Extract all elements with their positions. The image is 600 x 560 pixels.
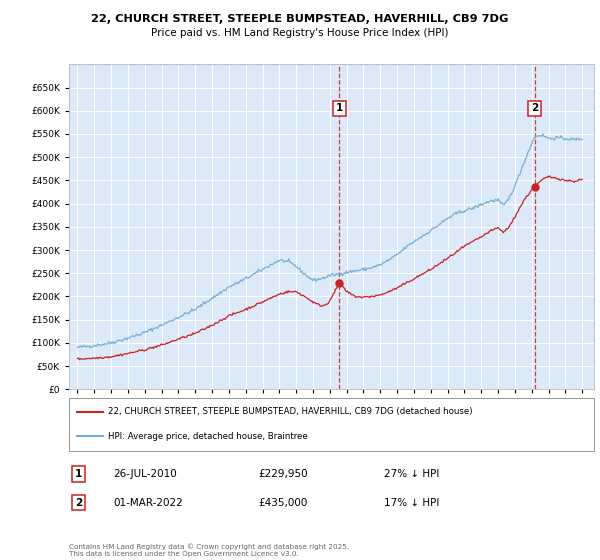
Text: 22, CHURCH STREET, STEEPLE BUMPSTEAD, HAVERHILL, CB9 7DG (detached house): 22, CHURCH STREET, STEEPLE BUMPSTEAD, HA… bbox=[109, 408, 473, 417]
Text: £435,000: £435,000 bbox=[258, 498, 307, 507]
Text: 26-JUL-2010: 26-JUL-2010 bbox=[113, 469, 178, 479]
Text: 27% ↓ HPI: 27% ↓ HPI bbox=[384, 469, 439, 479]
Text: Contains HM Land Registry data © Crown copyright and database right 2025.
This d: Contains HM Land Registry data © Crown c… bbox=[69, 543, 349, 557]
Text: HPI: Average price, detached house, Braintree: HPI: Average price, detached house, Brai… bbox=[109, 432, 308, 441]
Text: 22, CHURCH STREET, STEEPLE BUMPSTEAD, HAVERHILL, CB9 7DG: 22, CHURCH STREET, STEEPLE BUMPSTEAD, HA… bbox=[91, 14, 509, 24]
Text: 2: 2 bbox=[75, 498, 82, 507]
Text: 2: 2 bbox=[531, 104, 538, 114]
Text: Price paid vs. HM Land Registry's House Price Index (HPI): Price paid vs. HM Land Registry's House … bbox=[151, 28, 449, 38]
Text: 1: 1 bbox=[75, 469, 82, 479]
Text: £229,950: £229,950 bbox=[258, 469, 308, 479]
Text: 1: 1 bbox=[336, 104, 343, 114]
Text: 01-MAR-2022: 01-MAR-2022 bbox=[113, 498, 184, 507]
Text: 17% ↓ HPI: 17% ↓ HPI bbox=[384, 498, 439, 507]
